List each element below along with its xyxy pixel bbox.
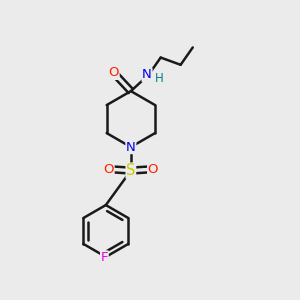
Text: N: N [142, 68, 152, 81]
Text: H: H [155, 72, 164, 85]
Text: O: O [109, 66, 119, 80]
Text: O: O [148, 163, 158, 176]
Text: O: O [103, 163, 114, 176]
Text: S: S [126, 163, 136, 178]
Text: F: F [100, 251, 108, 264]
Text: N: N [126, 141, 136, 154]
